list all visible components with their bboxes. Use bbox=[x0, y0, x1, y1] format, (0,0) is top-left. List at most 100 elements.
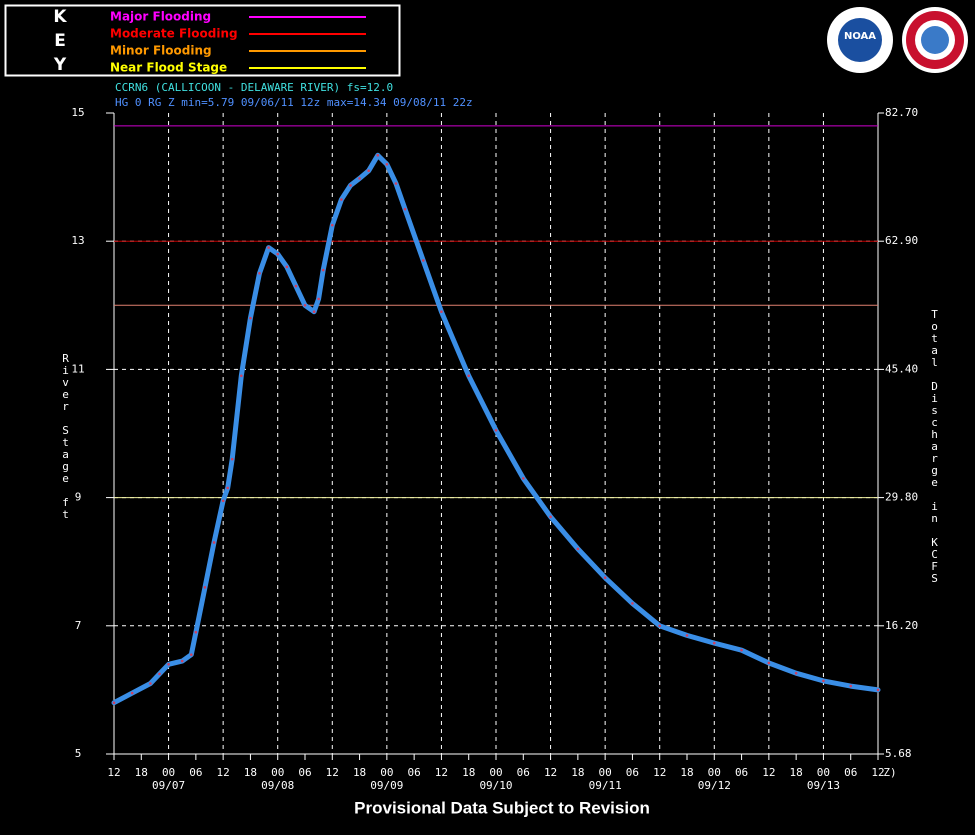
date-label: 09/09 bbox=[370, 779, 403, 792]
data-point bbox=[321, 268, 325, 272]
x-tick-label: 12 bbox=[435, 766, 448, 779]
data-point bbox=[385, 162, 389, 166]
y2-tick-label: 29.80 bbox=[885, 491, 918, 504]
data-point bbox=[294, 284, 298, 288]
data-point bbox=[221, 499, 225, 503]
data-point bbox=[317, 297, 320, 301]
chart-subtitle: HG 0 RG Z min=5.79 09/06/11 12z max=14.3… bbox=[115, 96, 473, 109]
data-point bbox=[276, 252, 280, 256]
x-tick-label: 06 bbox=[844, 766, 857, 779]
data-point bbox=[358, 177, 361, 180]
legend-label: Near Flood Stage bbox=[110, 61, 227, 75]
data-point bbox=[876, 688, 880, 692]
x-tick-label: 18 bbox=[680, 766, 693, 779]
x-tick-label: 18 bbox=[353, 766, 366, 779]
data-point bbox=[249, 316, 252, 320]
data-point bbox=[167, 662, 170, 666]
data-point bbox=[190, 653, 193, 656]
y-tick-label: 11 bbox=[71, 362, 84, 375]
data-point bbox=[467, 374, 471, 378]
y2-tick-label: 5.68 bbox=[885, 747, 912, 760]
data-point bbox=[603, 576, 607, 580]
data-point bbox=[349, 184, 352, 187]
x-tick-label: 00 bbox=[489, 766, 502, 779]
logo-text: NOAA bbox=[844, 31, 876, 42]
data-point bbox=[158, 672, 161, 676]
legend-label: Minor Flooding bbox=[110, 44, 212, 58]
x-tick-label: 18 bbox=[571, 766, 584, 779]
data-point bbox=[240, 374, 243, 378]
data-point bbox=[767, 661, 771, 665]
logo bbox=[838, 18, 882, 62]
x-tick-label: 00 bbox=[708, 766, 721, 779]
x-tick-label: 12 bbox=[544, 766, 557, 779]
y-tick-label: 15 bbox=[71, 106, 84, 119]
data-point bbox=[312, 310, 316, 314]
data-point bbox=[258, 271, 261, 275]
footer: Provisional Data Subject to Revision bbox=[354, 798, 650, 817]
y-tick-label: 7 bbox=[75, 619, 82, 632]
data-point bbox=[267, 246, 270, 249]
data-point bbox=[130, 691, 134, 695]
date-label: 09/11 bbox=[589, 779, 622, 792]
date-label: 09/10 bbox=[479, 779, 512, 792]
data-point bbox=[740, 648, 743, 652]
x-tick-label: 06 bbox=[189, 766, 202, 779]
x-tick-label: 00 bbox=[271, 766, 284, 779]
x-tick-label: 06 bbox=[735, 766, 748, 779]
data-point bbox=[330, 223, 334, 227]
data-point bbox=[712, 641, 716, 645]
chart-title: CCRN6 (CALLICOON - DELAWARE RIVER) fs=12… bbox=[115, 81, 393, 94]
data-point bbox=[658, 624, 662, 628]
key-box bbox=[4, 4, 401, 77]
data-point bbox=[394, 182, 398, 185]
data-point bbox=[149, 682, 152, 685]
date-label: 09/12 bbox=[698, 779, 731, 792]
x-tick-label: 18 bbox=[462, 766, 475, 779]
x-tick-label: 18 bbox=[135, 766, 148, 779]
x-tick-label: 06 bbox=[298, 766, 311, 779]
key-letter: E bbox=[54, 31, 66, 51]
y-tick-label: 5 bbox=[75, 747, 82, 760]
key-letter: Y bbox=[53, 55, 67, 75]
x-tick-label: 18 bbox=[244, 766, 257, 779]
y2-tick-label: 62.90 bbox=[885, 234, 918, 247]
x-tick-label: 12 bbox=[762, 766, 775, 779]
y2-axis-label: Total Discharge in KCFS bbox=[928, 308, 941, 584]
x-tick-label: 06 bbox=[626, 766, 639, 779]
key-letter: K bbox=[53, 7, 67, 27]
data-point bbox=[203, 586, 207, 589]
data-point bbox=[367, 169, 370, 172]
y2-tick-label: 16.20 bbox=[885, 619, 918, 632]
data-point bbox=[230, 457, 234, 461]
date-label: 09/07 bbox=[152, 779, 185, 792]
data-point bbox=[112, 701, 116, 705]
data-point bbox=[521, 477, 525, 480]
y-axis-label: River Stage ft bbox=[59, 352, 72, 520]
data-point bbox=[194, 630, 198, 634]
data-point bbox=[685, 634, 689, 637]
date-label: 09/08 bbox=[261, 779, 294, 792]
logo bbox=[921, 26, 949, 54]
y-tick-label: 13 bbox=[71, 234, 84, 247]
data-point bbox=[494, 428, 498, 432]
data-point bbox=[212, 541, 216, 544]
data-point bbox=[822, 679, 825, 683]
x-unit: Z) bbox=[883, 766, 896, 779]
x-tick-label: 06 bbox=[408, 766, 421, 779]
y2-tick-label: 45.40 bbox=[885, 362, 918, 375]
x-tick-label: 12 bbox=[653, 766, 666, 779]
y2-tick-label: 82.70 bbox=[885, 106, 918, 119]
x-tick-label: 00 bbox=[380, 766, 393, 779]
y-tick-label: 9 bbox=[75, 491, 82, 504]
date-label: 09/13 bbox=[807, 779, 840, 792]
data-point bbox=[576, 547, 580, 551]
data-point bbox=[549, 515, 552, 519]
data-point bbox=[440, 310, 443, 314]
x-tick-label: 12 bbox=[326, 766, 339, 779]
data-point bbox=[303, 304, 307, 307]
x-tick-label: 18 bbox=[790, 766, 803, 779]
data-point bbox=[849, 684, 853, 688]
data-point bbox=[340, 198, 343, 201]
